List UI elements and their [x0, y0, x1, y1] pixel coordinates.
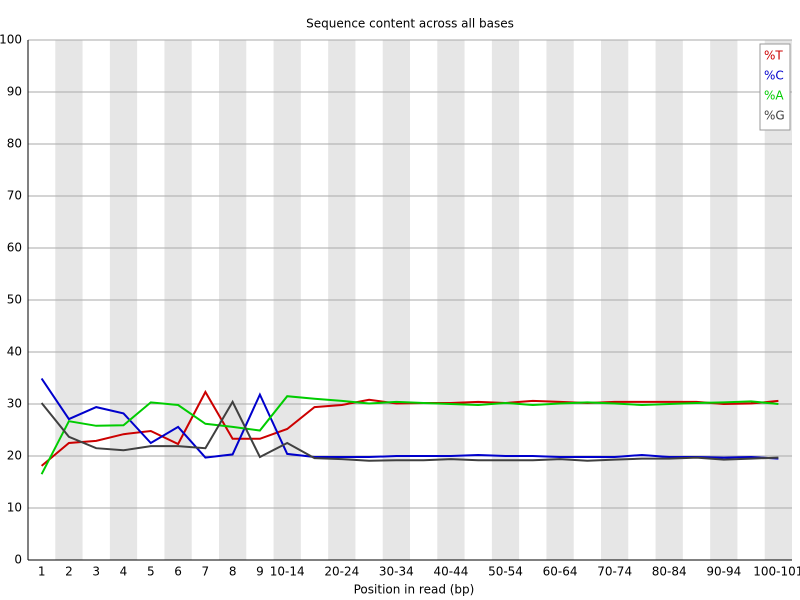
series-line	[40, 395, 779, 475]
y-tick-label: 10	[7, 501, 22, 515]
y-tick-label: 20	[7, 449, 22, 463]
x-tick-label: 40-44	[433, 565, 468, 579]
x-tick-label: 5	[147, 565, 155, 579]
y-tick-label: 80	[7, 137, 22, 151]
x-tick-label: 20-24	[324, 565, 359, 579]
legend-entry: %C	[764, 69, 784, 83]
y-tick-label: 40	[7, 345, 22, 359]
legend-entry: %T	[764, 49, 783, 63]
y-tick-label: 100	[0, 33, 22, 47]
x-tick-label: 4	[120, 565, 128, 579]
x-tick-label: 8	[229, 565, 237, 579]
x-tick-label: 60-64	[543, 565, 578, 579]
y-tick-label: 90	[7, 85, 22, 99]
x-tick-label: 10-14	[270, 565, 305, 579]
y-tick-label: 0	[14, 553, 22, 567]
x-tick-label: 7	[202, 565, 210, 579]
x-tick-label: 70-74	[597, 565, 632, 579]
chart-title: Sequence content across all bases	[306, 17, 514, 31]
x-tick-label: 9	[256, 565, 264, 579]
x-tick-label: 80-84	[652, 565, 687, 579]
y-tick-label: 70	[7, 189, 22, 203]
y-tick-label: 30	[7, 397, 22, 411]
x-tick-label: 90-94	[706, 565, 741, 579]
legend-box	[759, 43, 791, 131]
y-tick-label: 50	[7, 293, 22, 307]
legend-entry: %G	[764, 109, 785, 123]
y-tick-label: 60	[7, 241, 22, 255]
series-line	[40, 377, 779, 460]
x-tick-label: 6	[174, 565, 182, 579]
legend: %T %C %A %G	[759, 43, 791, 131]
legend-entry: %A	[764, 89, 784, 103]
x-tick-label: 1	[38, 565, 46, 579]
x-tick-label: 2	[65, 565, 73, 579]
x-tick-label: 3	[92, 565, 100, 579]
x-tick-label: 50-54	[488, 565, 523, 579]
x-tick-label: 30-34	[379, 565, 414, 579]
x-axis-label: Position in read (bp)	[354, 583, 475, 597]
x-tick-label: 100-101	[753, 565, 800, 579]
series-line	[40, 399, 779, 462]
